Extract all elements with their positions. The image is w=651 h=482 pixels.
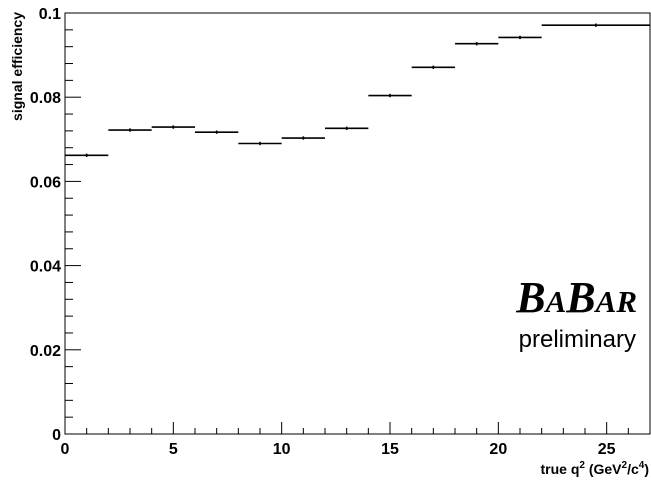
x-tick-label: 5 <box>169 441 178 458</box>
x-tick-label: 0 <box>61 441 70 458</box>
x-tick-label: 15 <box>381 441 399 458</box>
preliminary-label: preliminary <box>519 326 636 353</box>
data-point <box>238 141 282 146</box>
data-points <box>65 23 650 157</box>
data-point <box>195 130 239 134</box>
y-tick-label: 0 <box>52 427 61 444</box>
data-point <box>455 42 499 46</box>
plot-frame <box>64 12 651 435</box>
data-point <box>411 65 455 69</box>
y-tick-label: 0.04 <box>30 259 61 276</box>
data-point <box>541 23 650 27</box>
babar-logo: BABAR <box>515 273 637 322</box>
data-point <box>281 136 325 140</box>
data-point <box>151 125 195 129</box>
data-point <box>325 126 369 131</box>
data-point <box>368 93 412 98</box>
data-point <box>498 35 542 40</box>
y-axis-tick-labels: 0 0.02 0.04 0.06 0.08 0.1 <box>30 6 61 444</box>
x-axis-title: true q2 (GeV2/c4) <box>540 460 649 477</box>
y-tick-label: 0.06 <box>30 174 61 191</box>
y-tick-label: 0.02 <box>30 343 61 360</box>
x-tick-label: 25 <box>598 441 616 458</box>
y-tick-label: 0.08 <box>30 90 61 107</box>
x-axis-tick-labels: 0 5 10 15 20 25 <box>61 441 616 458</box>
x-axis-ticks <box>64 422 651 434</box>
y-axis-ticks <box>65 12 81 435</box>
y-axis-title: signal efficiency <box>9 12 25 121</box>
data-point <box>65 153 109 157</box>
x-tick-label: 20 <box>489 441 507 458</box>
data-point <box>108 128 152 132</box>
y-tick-label: 0.1 <box>39 6 61 23</box>
x-tick-label: 10 <box>273 441 291 458</box>
